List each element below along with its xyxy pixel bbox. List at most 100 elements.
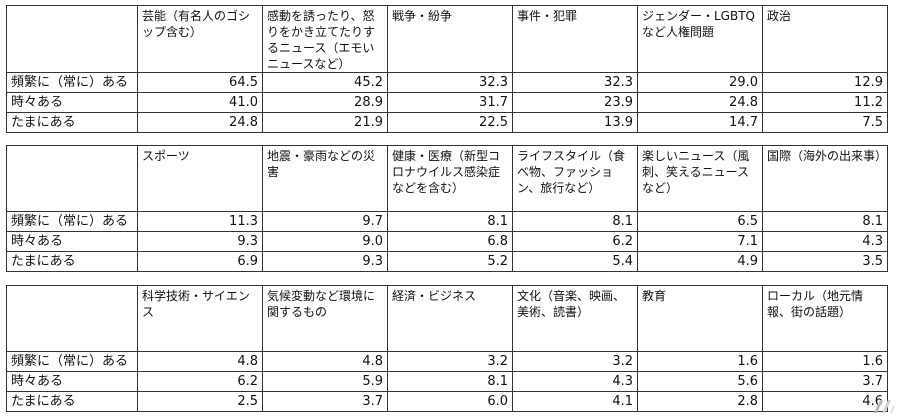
table-cell: 2.8 (637, 391, 763, 412)
table-cell: 31.7 (387, 92, 513, 113)
column-header: 地震・豪雨などの災害 (262, 145, 388, 212)
row-label: たまにある (6, 112, 138, 133)
table-row: 時々ある 6.2 5.9 8.1 4.3 5.6 3.7 (6, 371, 888, 392)
table-cell: 45.2 (262, 72, 388, 93)
corner-cell (6, 285, 138, 352)
column-header: スポーツ (137, 145, 263, 212)
table-cell: 23.9 (512, 92, 638, 113)
column-header: ローカル（地元情報、街の話題） (762, 285, 888, 352)
table-row: 頻繁に（常に）ある 4.8 4.8 3.2 3.2 1.6 1.6 (6, 351, 888, 372)
table-cell: 3.2 (512, 351, 638, 372)
table-row: たまにある 24.8 21.9 22.5 13.9 14.7 7.5 (6, 112, 888, 133)
table-row: たまにある 2.5 3.7 6.0 4.1 2.8 4.6 (6, 391, 888, 412)
table-cell: 21.9 (262, 112, 388, 133)
column-header: 経済・ビジネス (387, 285, 513, 352)
table-cell: 4.3 (512, 371, 638, 392)
column-header: 健康・医療（新型コロナウイルス感染症などを含む） (387, 145, 513, 212)
column-header: 感動を誘ったり、怒りをかき立てたりするニュース（エモいニュースなど） (262, 5, 388, 73)
header-row: スポーツ 地震・豪雨などの災害 健康・医療（新型コロナウイルス感染症などを含む）… (6, 145, 888, 212)
table-cell: 5.6 (637, 371, 763, 392)
table-row: 頻繁に（常に）ある 64.5 45.2 32.3 32.3 29.0 12.9 (6, 72, 888, 93)
table-cell: 8.1 (762, 211, 888, 232)
table-cell: 4.8 (137, 351, 263, 372)
table-cell: 4.8 (262, 351, 388, 372)
table-cell: 8.1 (387, 371, 513, 392)
table-cell: 9.3 (137, 231, 263, 252)
table-cell: 41.0 (137, 92, 263, 113)
table-cell: 28.9 (262, 92, 388, 113)
table-cell: 4.6 (762, 391, 888, 412)
table-cell: 5.2 (387, 251, 513, 272)
header-row: 芸能（有名人のゴシップ含む） 感動を誘ったり、怒りをかき立てたりするニュース（エ… (6, 5, 888, 73)
table-cell: 24.8 (637, 92, 763, 113)
table-row: 時々ある 41.0 28.9 31.7 23.9 24.8 11.2 (6, 92, 888, 113)
table-cell: 2.5 (137, 391, 263, 412)
table-cell: 5.4 (512, 251, 638, 272)
column-header: 科学技術・サイエンス (137, 285, 263, 352)
table-cell: 12.9 (762, 72, 888, 93)
table-cell: 6.5 (637, 211, 763, 232)
table-row: 時々ある 9.3 9.0 6.8 6.2 7.1 4.3 (6, 231, 888, 252)
table-cell: 9.3 (262, 251, 388, 272)
table-cell: 9.0 (262, 231, 388, 252)
row-label: 頻繁に（常に）ある (6, 211, 138, 232)
table-cell: 64.5 (137, 72, 263, 93)
table-cell: 14.7 (637, 112, 763, 133)
column-header: 気候変動など環境に関するもの (262, 285, 388, 352)
table-cell: 5.9 (262, 371, 388, 392)
table-cell: 1.6 (762, 351, 888, 372)
table-cell: 32.3 (512, 72, 638, 93)
table-cell: 6.2 (512, 231, 638, 252)
table-cell: 11.2 (762, 92, 888, 113)
watermark-logo-icon (874, 400, 895, 413)
table-cell: 3.7 (762, 371, 888, 392)
table-cell: 4.1 (512, 391, 638, 412)
table-cell: 6.0 (387, 391, 513, 412)
column-header: 文化（音楽、映画、美術、読書） (512, 285, 638, 352)
table-cell: 24.8 (137, 112, 263, 133)
table-cell: 4.9 (637, 251, 763, 272)
row-label: 時々ある (6, 92, 138, 113)
table-cell: 8.1 (512, 211, 638, 232)
column-header: 教育 (637, 285, 763, 352)
corner-cell (6, 5, 138, 73)
table-cell: 1.6 (637, 351, 763, 372)
corner-cell (6, 145, 138, 212)
table-cell: 7.5 (762, 112, 888, 133)
column-header: 事件・犯罪 (512, 5, 638, 73)
table-cell: 3.2 (387, 351, 513, 372)
column-header: 芸能（有名人のゴシップ含む） (137, 5, 263, 73)
table-cell: 3.5 (762, 251, 888, 272)
column-header: 戦争・紛争 (387, 5, 513, 73)
table-cell: 32.3 (387, 72, 513, 93)
row-label: 時々ある (6, 231, 138, 252)
table-cell: 6.2 (137, 371, 263, 392)
row-label: たまにある (6, 251, 138, 272)
column-header: ライフスタイル（食べ物、ファッション、旅行など） (512, 145, 638, 212)
column-header: 楽しいニュース（風刺、笑えるニュースなど） (637, 145, 763, 212)
row-label: 時々ある (6, 371, 138, 392)
row-label: 頻繁に（常に）ある (6, 351, 138, 372)
column-header: ジェンダー・LGBTQなど人権問題 (637, 5, 763, 73)
table-cell: 29.0 (637, 72, 763, 93)
table-cell: 8.1 (387, 211, 513, 232)
table-1: 芸能（有名人のゴシップ含む） 感動を誘ったり、怒りをかき立てたりするニュース（エ… (6, 5, 888, 133)
table-cell: 9.7 (262, 211, 388, 232)
table-cell: 6.9 (137, 251, 263, 272)
table-2: スポーツ 地震・豪雨などの災害 健康・医療（新型コロナウイルス感染症などを含む）… (6, 145, 888, 272)
row-label: たまにある (6, 391, 138, 412)
table-row: たまにある 6.9 9.3 5.2 5.4 4.9 3.5 (6, 251, 888, 272)
table-3: 科学技術・サイエンス 気候変動など環境に関するもの 経済・ビジネス 文化（音楽、… (6, 285, 888, 412)
table-cell: 22.5 (387, 112, 513, 133)
table-cell: 4.3 (762, 231, 888, 252)
header-row: 科学技術・サイエンス 気候変動など環境に関するもの 経済・ビジネス 文化（音楽、… (6, 285, 888, 352)
table-row: 頻繁に（常に）ある 11.3 9.7 8.1 8.1 6.5 8.1 (6, 211, 888, 232)
column-header: 国際（海外の出来事） (762, 145, 888, 212)
column-header: 政治 (762, 5, 888, 73)
table-cell: 7.1 (637, 231, 763, 252)
table-cell: 3.7 (262, 391, 388, 412)
table-cell: 11.3 (137, 211, 263, 232)
row-label: 頻繁に（常に）ある (6, 72, 138, 93)
table-cell: 6.8 (387, 231, 513, 252)
table-cell: 13.9 (512, 112, 638, 133)
